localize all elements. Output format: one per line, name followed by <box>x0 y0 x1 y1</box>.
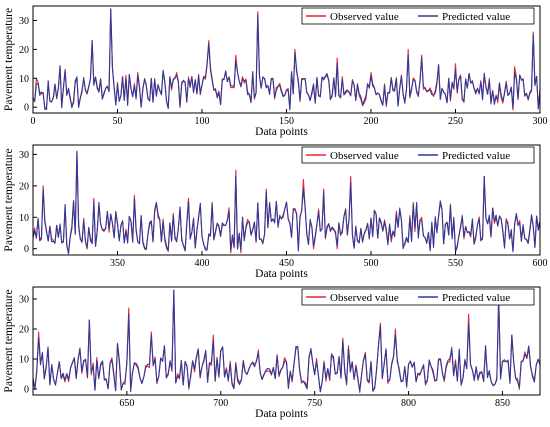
x-tick-label: 850 <box>495 398 510 409</box>
chart-panel-2: 350 400 450 500 550 600 0 10 20 30 Data points Pave… <box>3 144 548 280</box>
chart-panel-1: 0 50 100 150 200 250 300 0 10 20 30 Data points Pave… <box>3 5 548 138</box>
series-line-predicted <box>32 8 541 111</box>
x-tick-label: 800 <box>401 398 416 409</box>
x-tick-label: 0 <box>31 116 36 127</box>
y-axis-title: Pavement temperature <box>3 289 15 392</box>
x-tick-label: 550 <box>448 258 463 269</box>
x-axis-title: Data points <box>255 126 308 138</box>
x-tick-label: 150 <box>279 116 294 127</box>
y-tick-label: 0 <box>24 244 29 255</box>
y-tick-label: 10 <box>19 74 29 85</box>
legend-label-observed: Observed value <box>330 150 399 162</box>
plot-frame <box>32 286 541 396</box>
legend-label-predicted: Predicted value <box>442 150 510 162</box>
y-axis-title: Pavement temperature <box>3 148 15 251</box>
y-tick-label: 0 <box>24 385 29 396</box>
y-tick-label: 10 <box>19 213 29 224</box>
y-tick-label: 30 <box>19 150 29 161</box>
x-tick-label: 450 <box>279 258 294 269</box>
y-tick-label: 10 <box>19 355 29 366</box>
x-axis-title: Data points <box>255 408 308 420</box>
y-tick-label: 20 <box>19 181 29 192</box>
legend-label-predicted: Predicted value <box>442 11 510 23</box>
legend-label-predicted: Predicted value <box>442 292 510 304</box>
x-tick-label: 300 <box>533 116 548 127</box>
x-tick-label: 100 <box>195 116 210 127</box>
x-tick-label: 650 <box>119 398 134 409</box>
x-tick-label: 700 <box>213 398 228 409</box>
series-line-predicted <box>32 289 541 393</box>
x-tick-label: 500 <box>364 258 379 269</box>
y-tick-label: 20 <box>19 45 29 56</box>
x-tick-label: 350 <box>110 258 125 269</box>
x-tick-label: 50 <box>113 116 123 127</box>
y-tick-label: 30 <box>19 295 29 306</box>
legend-label-observed: Observed value <box>330 292 399 304</box>
x-tick-label: 400 <box>195 258 210 269</box>
x-tick-label: 750 <box>307 398 322 409</box>
chart-panel-3: 650 700 750 800 850 0 10 20 30 Data points Pavemen… <box>3 286 541 420</box>
y-axis-title: Pavement temperature <box>3 8 15 111</box>
x-tick-label: 200 <box>364 116 379 127</box>
x-tick-label: 600 <box>533 258 548 269</box>
x-axis-title: Data points <box>255 268 308 280</box>
x-tick-label: 250 <box>448 116 463 127</box>
y-tick-label: 20 <box>19 325 29 336</box>
y-tick-label: 0 <box>24 103 29 114</box>
legend-label-observed: Observed value <box>330 11 399 23</box>
y-tick-label: 30 <box>19 16 29 27</box>
